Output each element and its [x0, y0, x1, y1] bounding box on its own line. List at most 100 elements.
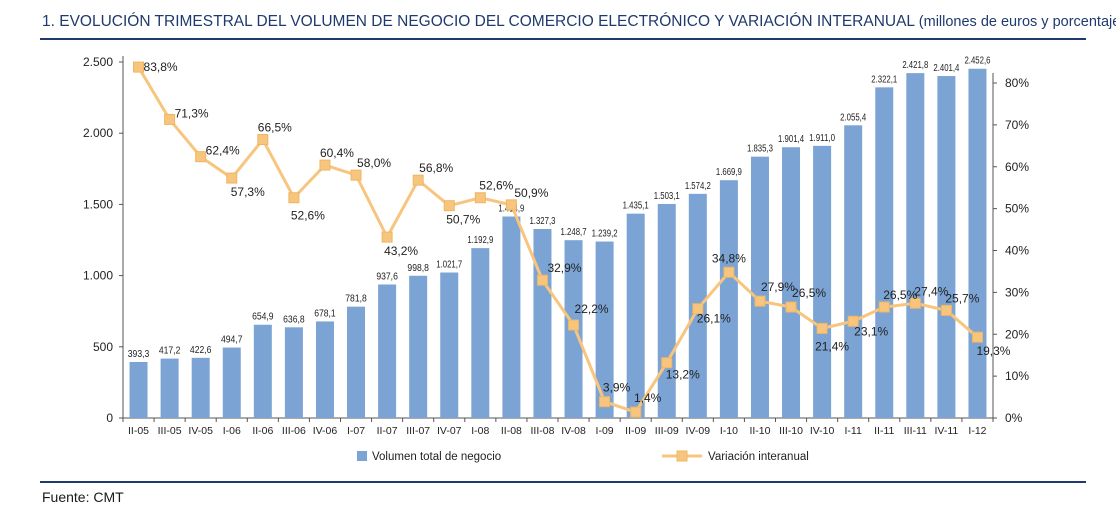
- x-tick-label: III-08: [530, 425, 554, 437]
- bar-value-label: 1.574,2: [685, 181, 711, 192]
- title-rule: [40, 38, 1086, 40]
- line-value-label: 26,5%: [792, 286, 826, 300]
- legend: Volumen total de negocio Variación intera…: [357, 450, 809, 463]
- line-value-label: 56,8%: [419, 161, 453, 175]
- line-value-label: 62,4%: [206, 144, 240, 158]
- bar-value-label: 494,7: [221, 335, 243, 346]
- bar-value-label: 1.021,7: [436, 260, 462, 271]
- bar: [284, 327, 303, 418]
- bar: [595, 241, 614, 418]
- line-marker: [971, 331, 983, 343]
- bar: [719, 180, 738, 418]
- x-tick-label: II-09: [625, 425, 646, 437]
- bar-value-label: 781,8: [345, 294, 367, 305]
- line-marker: [692, 303, 704, 315]
- bar-value-label: 417,2: [159, 346, 181, 357]
- y-left-tick-label: 500: [93, 340, 113, 354]
- bar-value-labels: 393,3 417,2 422,6 494,7 654,9 636,8 678,1 781,8…: [128, 56, 991, 360]
- line-marker: [785, 301, 797, 313]
- y-right-tick-label: 20%: [1005, 327, 1029, 341]
- line-value-label: 19,3%: [976, 344, 1010, 358]
- x-tick-label: IV-11: [935, 425, 959, 437]
- legend-marker-sample: [676, 450, 688, 462]
- bar-value-label: 998,8: [407, 263, 429, 274]
- line-value-label: 32,9%: [547, 261, 581, 275]
- line-value-label: 57,3%: [231, 185, 265, 199]
- x-tick-label: III-09: [655, 425, 679, 437]
- line-marker: [847, 315, 859, 327]
- bar-value-label: 1.835,3: [747, 144, 773, 155]
- line-marker: [288, 192, 300, 204]
- line-marker: [878, 301, 890, 313]
- line-value-label: 52,6%: [479, 179, 513, 193]
- y-left-tick-label: 1.000: [83, 269, 113, 283]
- bar-value-label: 1.669,9: [716, 167, 742, 178]
- x-tick-label: IV-10: [810, 425, 835, 437]
- line-marker: [661, 357, 673, 369]
- bar: [657, 203, 676, 418]
- x-tick-label: I-11: [845, 425, 862, 437]
- x-tick-label: III-11: [904, 425, 927, 437]
- bar: [378, 284, 397, 418]
- y-right-tick-label: 10%: [1005, 369, 1029, 383]
- bar-value-label: 937,6: [376, 271, 398, 282]
- x-tick-label: II-08: [501, 425, 522, 437]
- bar-value-label: 2.322,1: [871, 74, 897, 85]
- bar-value-label: 1.239,2: [592, 229, 618, 240]
- bar-value-label: 2.421,8: [902, 60, 928, 71]
- bar: [222, 347, 241, 418]
- line-marker: [536, 274, 548, 286]
- bar-value-label: 1.503,1: [654, 191, 680, 202]
- y-left-tick-label: 2.000: [83, 126, 113, 140]
- bar-value-label: 1.435,1: [623, 201, 649, 212]
- line-marker: [381, 231, 393, 243]
- line-marker: [443, 200, 455, 212]
- x-tick-label: I-06: [223, 425, 241, 437]
- bar-value-label: 1.248,7: [561, 227, 587, 238]
- x-tick-label: III-05: [158, 425, 182, 437]
- bar: [315, 321, 334, 418]
- line-value-label: 52,6%: [291, 209, 325, 223]
- x-tick-label: IV-08: [561, 425, 586, 437]
- x-tick-label: I-09: [596, 425, 614, 437]
- bar-value-label: 1.192,9: [467, 235, 493, 246]
- y-right-tick-label: 80%: [1005, 76, 1029, 90]
- line-marker: [164, 113, 176, 125]
- bar-value-label: 2.452,6: [964, 56, 990, 67]
- line-path: [137, 66, 979, 414]
- line-marker: [412, 174, 424, 186]
- x-tick-label: III-07: [406, 425, 430, 437]
- line-marker: [816, 322, 828, 334]
- x-tick-label: IV-09: [686, 425, 711, 437]
- x-tick-label: IV-05: [188, 425, 213, 437]
- line-value-label: 60,4%: [320, 146, 354, 160]
- chart-title-main: 1. EVOLUCIÓN TRIMESTRAL DEL VOLUMEN DE N…: [42, 13, 915, 30]
- x-tick-label: I-08: [471, 425, 489, 437]
- y-right-tick-label: 70%: [1005, 118, 1029, 132]
- bar-value-label: 1.901,4: [778, 134, 804, 145]
- bar: [813, 145, 832, 418]
- y-right-tick-label: 0%: [1005, 411, 1023, 425]
- chart-title: 1. EVOLUCIÓN TRIMESTRAL DEL VOLUMEN DE N…: [42, 13, 1116, 31]
- bar: [937, 76, 956, 418]
- line-marker: [723, 266, 735, 278]
- bar-value-label: 2.055,4: [840, 112, 866, 123]
- line-marker: [195, 151, 207, 163]
- bar: [968, 68, 987, 419]
- bar: [191, 357, 210, 418]
- line-value-label: 26,1%: [697, 312, 731, 326]
- y-right-tick-label: 60%: [1005, 160, 1029, 174]
- line-value-label: 3,9%: [603, 381, 631, 395]
- bar-value-label: 654,9: [252, 312, 274, 323]
- x-tick-label: II-07: [377, 425, 398, 437]
- y-left-tick-label: 0: [106, 411, 113, 425]
- line-value-label: 13,2%: [666, 368, 700, 382]
- bar: [409, 275, 428, 418]
- x-tick-label: I-07: [347, 425, 365, 437]
- legend-label-line: Variación interanual: [708, 451, 809, 463]
- line-marker: [226, 172, 238, 184]
- line-value-label: 22,2%: [575, 302, 609, 316]
- line-value-label: 23,1%: [854, 324, 888, 338]
- bar-value-label: 1.327,3: [529, 216, 555, 227]
- line-marker: [599, 396, 611, 408]
